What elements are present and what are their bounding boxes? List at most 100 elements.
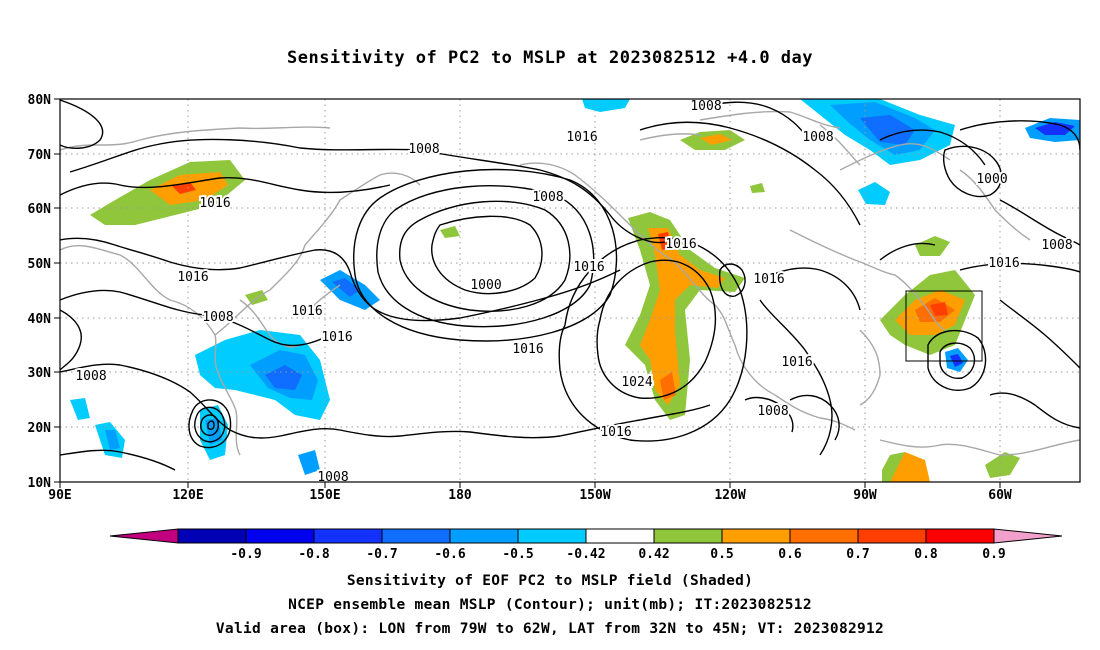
colorbar-label: 0.5 — [710, 547, 733, 562]
colorbar-label: -0.5 — [502, 547, 533, 562]
contour-label: 1008 — [532, 190, 563, 205]
colorbar-label: 0.42 — [638, 547, 669, 562]
lat-label: 40N — [28, 312, 52, 327]
negative-patch — [1035, 122, 1075, 135]
contour-label: 1016 — [321, 330, 352, 345]
graticule — [60, 99, 1080, 482]
colorbar: -0.9 -0.8 -0.7 -0.6 -0.5 -0.42 0.42 0.5 0.6 0.7 0.… — [109, 528, 1063, 562]
mslp-contours — [60, 99, 1080, 471]
longitude-labels: 90E 120E 150E 180 150W 120W 90W 60W — [48, 488, 1012, 503]
negative-patch — [858, 182, 890, 205]
colorbar-label: 0.6 — [778, 547, 802, 562]
positive-patch — [985, 452, 1020, 478]
lon-label: 180 — [448, 488, 472, 503]
contour-label: 1016 — [512, 342, 543, 357]
colorbar-label: -0.7 — [366, 547, 397, 562]
contour-labels: 1008 1016 1008 1016 1008 1016 1016 1000 … — [73, 97, 1074, 487]
negative-patch — [860, 115, 915, 145]
lat-label: 30N — [28, 366, 52, 381]
caption-line-2: NCEP ensemble mean MSLP (Contour); unit(… — [288, 597, 812, 613]
latitude-labels: 80N 70N 60N 50N 40N 30N 20N 10N — [28, 93, 52, 491]
colorbar-swatch — [789, 528, 859, 544]
positive-patch — [658, 232, 672, 250]
negative-patch — [105, 430, 120, 450]
map-frame — [59, 98, 1081, 483]
colorbar-max-arrow — [993, 528, 1063, 544]
colorbar-swatch — [925, 528, 995, 544]
colorbar-swatch — [313, 528, 383, 544]
positive-patch — [700, 134, 732, 145]
contour-label: 1016 — [665, 237, 696, 252]
colorbar-swatch — [585, 528, 655, 544]
negative-patch — [70, 398, 90, 420]
sensitivity-shading — [70, 99, 1080, 482]
contour-label: 1016 — [988, 256, 1019, 271]
positive-patch — [750, 183, 765, 193]
contour-label: 1016 — [177, 270, 208, 285]
contour-label: 1008 — [1041, 238, 1072, 253]
contour-label: 1016 — [781, 355, 812, 370]
colorbar-swatch — [653, 528, 723, 544]
lat-label: 70N — [28, 148, 52, 163]
colorbar-label: -0.6 — [434, 547, 465, 562]
positive-patch — [915, 236, 950, 256]
contour-label: 1000 — [976, 172, 1007, 187]
positive-patch — [882, 452, 905, 482]
contour-label: 1024 — [621, 375, 652, 390]
colorbar-swatch — [517, 528, 587, 544]
colorbar-label: 0.7 — [846, 547, 869, 562]
lat-label: 10N — [28, 476, 52, 491]
contour-label: 1016 — [753, 272, 784, 287]
contour-label: 1008 — [408, 142, 439, 157]
negative-patch — [582, 99, 630, 112]
positive-patch — [245, 290, 268, 305]
colorbar-label: 0.8 — [914, 547, 938, 562]
colorbar-swatch — [721, 528, 791, 544]
lat-label: 20N — [28, 421, 52, 436]
lon-label: 60W — [988, 488, 1012, 503]
coastlines — [60, 110, 1080, 456]
lat-label: 50N — [28, 257, 52, 272]
contour-label: 1000 — [470, 278, 501, 293]
caption-line-1: Sensitivity of EOF PC2 to MSLP field (Sh… — [346, 573, 754, 589]
lon-label: 90W — [853, 488, 877, 503]
caption-line-3: Valid area (box): LON from 79W to 62W, L… — [215, 621, 885, 637]
negative-patch — [298, 450, 320, 475]
positive-patch — [440, 226, 460, 238]
lat-label: 60N — [28, 202, 52, 217]
negative-patch — [332, 278, 360, 297]
colorbar-label: -0.9 — [230, 547, 261, 562]
valid-area-box — [905, 290, 983, 362]
map-title: Sensitivity of PC2 to MSLP at 2023082512… — [286, 48, 813, 68]
contour-label: 1008 — [202, 310, 233, 325]
colorbar-swatch — [245, 528, 315, 544]
map-plot-area — [60, 99, 1080, 482]
colorbar-swatch — [449, 528, 519, 544]
positive-patch — [930, 302, 948, 316]
colorbar-label: 0.9 — [982, 547, 1005, 562]
lon-label: 150W — [579, 488, 610, 503]
contour-label: 1016 — [291, 304, 322, 319]
colorbar-swatch — [177, 528, 247, 544]
positive-patch — [640, 228, 725, 405]
contour-label: 1008 — [757, 404, 788, 419]
lon-label: 150E — [309, 488, 340, 503]
contour-label: 1016 — [573, 260, 604, 275]
contour-label: 1008 — [690, 99, 721, 114]
colorbar-min-arrow — [109, 528, 179, 544]
contour-label: 1016 — [600, 425, 631, 440]
lat-label: 80N — [28, 93, 52, 108]
colorbar-label: -0.42 — [566, 547, 605, 562]
colorbar-swatch — [857, 528, 927, 544]
contour-label: 1008 — [317, 470, 348, 485]
lon-label: 90E — [48, 488, 71, 503]
contour-label: 1008 — [802, 130, 833, 145]
lon-label: 120E — [172, 488, 203, 503]
tick-marks — [54, 98, 1001, 488]
contour-label: 1016 — [199, 196, 230, 211]
colorbar-label: -0.8 — [298, 547, 329, 562]
contour-label: 1008 — [75, 369, 106, 384]
contour-label: 1016 — [566, 130, 597, 145]
negative-patch — [265, 365, 302, 390]
